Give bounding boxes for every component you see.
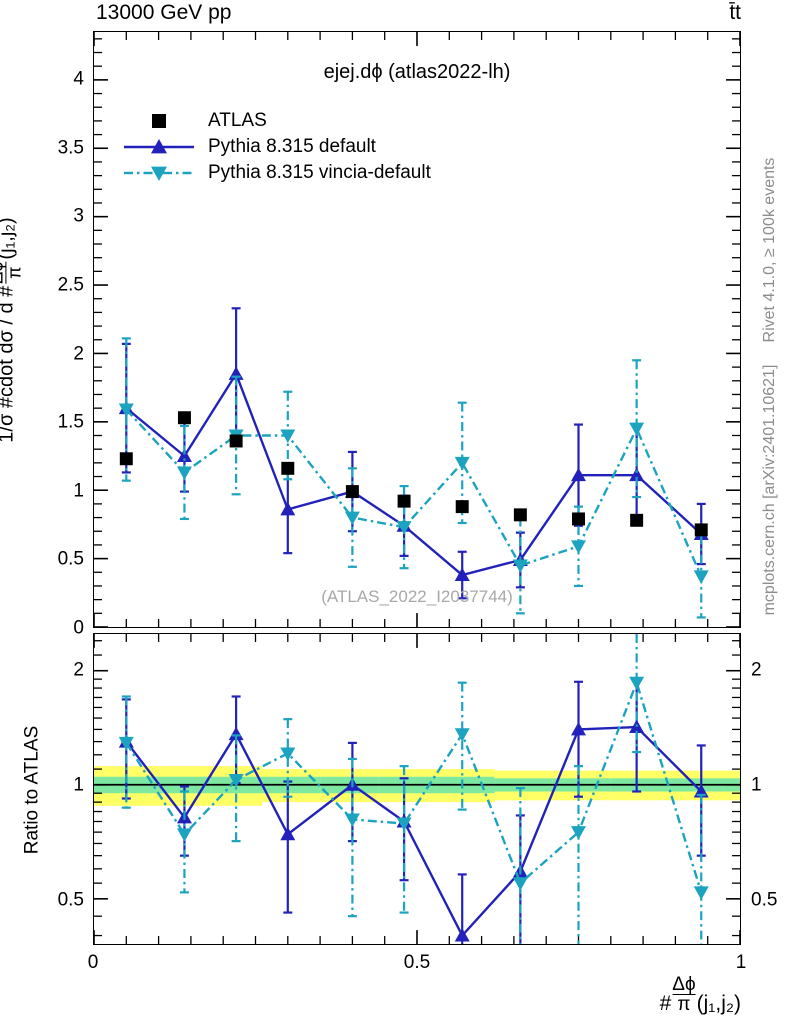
y-tick-label-main: 2 [73,343,84,365]
x-axis-label: # Δϕ π (j₁,j₂) [660,975,741,1014]
ratio-plot-panel [93,633,741,945]
y-tick-label-main: 4 [73,68,84,90]
sidebar-rivet-version: Rivet 4.1.0, ≥ 100k events [761,157,778,343]
legend-label: Pythia 8.315 default [208,136,376,157]
legend-symbol-marker-square [122,108,196,134]
legend-symbol-line-solid-triangle-up [122,134,196,160]
legend-label: ATLAS [208,110,267,131]
y-tick-label-ratio-left: 1 [73,774,84,796]
legend-item[interactable]: ATLAS [122,108,431,134]
y-tick-label-main: 3 [73,205,84,227]
x-axis-label-tail: (j₁,j₂) [696,992,741,1015]
x-tick-label: 0.5 [403,952,431,973]
header-process-label: t̄t [729,1,741,24]
x-tick-label: 0 [87,952,99,973]
y-tick-label-ratio-right: 0.5 [751,889,778,911]
y-axis-label-main-tail: (j₁,j₂) [0,217,17,260]
plot-title-text: ejej.dϕ (atlas2022-lh) [323,61,511,83]
y-tick-label-main: 0.5 [57,548,84,570]
legend-label: Pythia 8.315 vincia-default [208,162,431,183]
ratio-plot-canvas [93,634,741,944]
main-plot-canvas [93,32,741,628]
legend-symbol-line-dashdot-triangle-down [122,160,196,186]
x-axis-label-frac-den: π [677,994,691,1015]
x-tick-label: 1 [735,952,747,973]
y-tick-label-main: 1.5 [57,411,84,433]
legend-item[interactable]: Pythia 8.315 vincia-default [122,160,431,186]
legend: ATLAS Pythia 8.315 default Pythia 8.315 vi… [122,108,431,186]
plot-title: ejej.dϕ (atlas2022-lh) [324,62,511,82]
y-tick-label-ratio-left: 2 [73,659,84,681]
y-tick-label-main: 1 [73,480,84,502]
y-tick-label-main: 2.5 [57,274,84,296]
y-tick-label-ratio-right: 1 [751,774,762,796]
analysis-watermark: (ATLAS_2022_I2037744) [321,587,513,606]
legend-item[interactable]: Pythia 8.315 default [122,134,431,160]
y-axis-label-main-text: 1/σ #cdot dσ / d # [0,286,17,443]
x-axis-label-prefix: # [659,992,672,1015]
y-tick-label-ratio-right: 2 [751,659,762,681]
x-axis-label-frac-num: Δϕ [672,974,696,995]
header-beam-label: 13000 GeV pp [96,1,232,24]
sidebar-mcplots-link: mcplots.cern.ch [arXiv:2401.10621] [761,364,778,616]
y-tick-label-ratio-left: 0.5 [57,889,84,911]
y-axis-label-frac-den: π [4,266,25,279]
y-tick-label-main: 0 [73,617,84,639]
y-axis-label-ratio: Ratio to ATLAS [21,725,43,855]
y-tick-label-main: 3.5 [57,137,84,159]
main-plot-panel [93,31,741,628]
y-axis-label-main: 1/σ #cdot dσ / d # Δϕ π (j₁,j₂) [0,217,25,443]
